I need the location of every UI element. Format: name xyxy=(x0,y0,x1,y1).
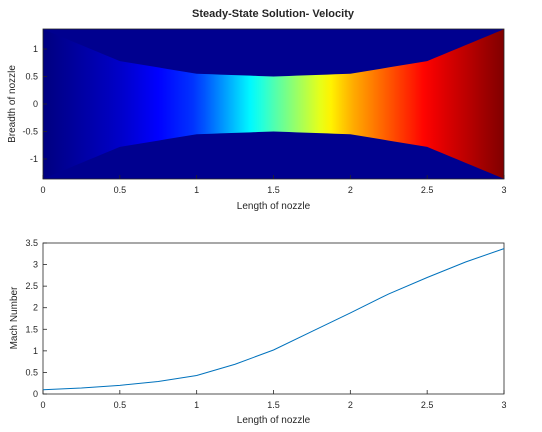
velocity-x-ticks: 0 0.5 1 1.5 2 2.5 3 xyxy=(40,175,507,195)
velocity-y-tick-label: 0.5 xyxy=(25,72,38,82)
mach-y-tick-label: 1 xyxy=(33,346,38,356)
mach-plot-frame xyxy=(42,242,505,395)
velocity-x-axis-label: Length of nozzle xyxy=(237,201,311,212)
figure-title: Steady-State Solution- Velocity xyxy=(192,8,355,20)
mach-y-tick-label: 3.5 xyxy=(25,238,38,248)
nozzle-velocity-field xyxy=(43,29,504,179)
velocity-x-tick-label: 0.5 xyxy=(114,185,127,195)
velocity-x-tick-label: 2 xyxy=(348,185,353,195)
velocity-x-tick-label: 2.5 xyxy=(421,185,434,195)
mach-y-tick-label: 0.5 xyxy=(25,367,38,377)
mach-y-tick-label: 1.5 xyxy=(25,324,38,334)
mach-x-tick-label: 1.5 xyxy=(267,400,280,410)
velocity-x-tick-label: 1.5 xyxy=(267,185,280,195)
velocity-x-tick-label: 3 xyxy=(501,185,506,195)
velocity-y-ticks: -1 -0.5 0 0.5 1 xyxy=(22,44,47,164)
mach-y-ticks: 0 0.5 1 1.5 2 2.5 3 3.5 xyxy=(25,238,47,399)
mach-x-tick-label: 1 xyxy=(194,400,199,410)
mach-x-tick-label: 0.5 xyxy=(114,400,127,410)
velocity-x-tick-label: 1 xyxy=(194,185,199,195)
mach-y-tick-label: 3 xyxy=(33,260,38,270)
mach-x-tick-label: 2 xyxy=(348,400,353,410)
mach-y-axis-label: Mach Number xyxy=(9,286,20,349)
mach-x-axis-label: Length of nozzle xyxy=(237,415,311,426)
velocity-y-tick-label: 0 xyxy=(33,99,38,109)
mach-x-tick-label: 2.5 xyxy=(421,400,434,410)
velocity-x-tick-label: 0 xyxy=(40,185,45,195)
velocity-y-axis-label: Breadth of nozzle xyxy=(7,65,18,143)
mach-number-line xyxy=(42,248,505,391)
mach-y-tick-label: 2.5 xyxy=(25,281,38,291)
mach-x-tick-label: 0 xyxy=(40,400,45,410)
velocity-y-tick-label: -0.5 xyxy=(22,126,38,136)
velocity-y-tick-label: -1 xyxy=(30,154,38,164)
mach-y-tick-label: 0 xyxy=(33,389,38,399)
mach-y-tick-label: 2 xyxy=(33,303,38,313)
mach-x-tick-label: 3 xyxy=(501,400,506,410)
velocity-y-tick-label: 1 xyxy=(33,44,38,54)
mach-number-plot: 0 0.5 1 1.5 2 2.5 3 0 0.5 1 1.5 2 2.5 3 3.5 Length of… xyxy=(9,238,507,426)
velocity-contour-plot: 0 0.5 1 1.5 2 2.5 3 -1 -0.5 0 0.5 1 Length of nozz… xyxy=(7,28,507,212)
mach-x-ticks: 0 0.5 1 1.5 2 2.5 3 xyxy=(40,390,507,410)
